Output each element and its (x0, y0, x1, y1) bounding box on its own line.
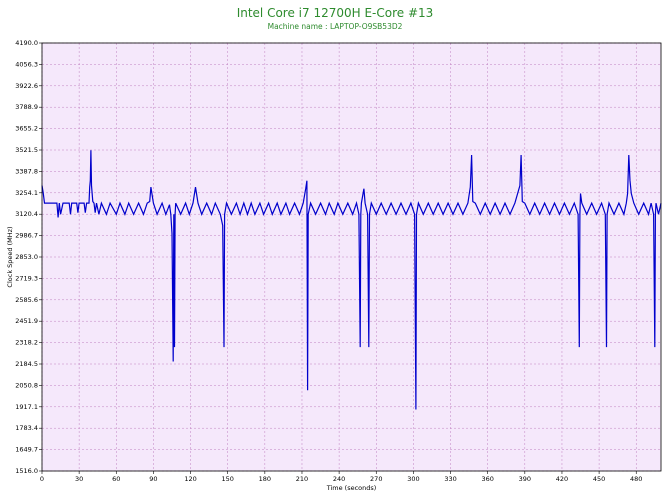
y-tick-label: 1516.0 (15, 467, 38, 475)
series-line (41, 150, 662, 410)
x-tick-label: 60 (112, 475, 120, 483)
y-tick-label: 4190.0 (15, 39, 38, 47)
y-tick-label: 2719.3 (15, 274, 38, 282)
y-tick-label: 2050.8 (15, 381, 38, 389)
x-tick-label: 300 (407, 475, 419, 483)
y-tick-label: 2853.0 (15, 253, 38, 261)
x-axis-ticks: 0 30 60 90 120 150 180 210 240 270 300 330 360 390 420… (40, 471, 642, 483)
y-tick-label: 1649.7 (15, 446, 38, 454)
y-tick-label: 2451.9 (15, 317, 38, 325)
x-tick-label: 210 (296, 475, 308, 483)
y-tick-label: 2318.2 (15, 339, 38, 347)
chart-title: Intel Core i7 12700H E-Core #13 (236, 6, 434, 20)
y-tick-label: 3655.2 (15, 125, 38, 133)
x-tick-label: 180 (259, 475, 271, 483)
y-tick-label: 3387.8 (15, 167, 38, 175)
y-tick-label: 4056.3 (15, 60, 38, 68)
x-tick-label: 120 (184, 475, 196, 483)
y-tick-label: 2585.6 (15, 296, 38, 304)
x-tick-label: 420 (556, 475, 568, 483)
y-axis-label: Clock Speed (MHz) (6, 226, 14, 287)
y-tick-label: 2184.5 (15, 360, 38, 368)
x-tick-label: 480 (630, 475, 642, 483)
x-tick-label: 270 (370, 475, 382, 483)
y-tick-label: 1783.4 (15, 424, 38, 432)
x-tick-label: 360 (481, 475, 493, 483)
x-tick-label: 0 (40, 475, 44, 483)
y-tick-label: 3120.4 (15, 210, 38, 218)
plot-frame (41, 42, 662, 472)
x-tick-label: 150 (221, 475, 233, 483)
x-tick-label: 90 (149, 475, 157, 483)
x-tick-label: 450 (593, 475, 605, 483)
x-tick-label: 390 (519, 475, 531, 483)
y-tick-label: 3254.1 (15, 189, 38, 197)
y-tick-label: 3788.9 (15, 103, 38, 111)
y-tick-label: 3521.5 (15, 146, 38, 154)
x-axis-label: Time (seconds) (326, 484, 377, 492)
y-tick-label: 3922.6 (15, 82, 38, 90)
y-axis-ticks: 1516.0 1649.7 1783.4 1917.1 2050.8 2184.5 2318… (15, 39, 42, 475)
x-tick-label: 30 (75, 475, 83, 483)
x-tick-label: 330 (444, 475, 456, 483)
y-tick-label: 2986.7 (15, 232, 38, 240)
x-tick-label: 240 (333, 475, 345, 483)
y-tick-label: 1917.1 (15, 403, 38, 411)
chart-subtitle: Machine name : LAPTOP-O9SB53D2 (267, 22, 403, 31)
